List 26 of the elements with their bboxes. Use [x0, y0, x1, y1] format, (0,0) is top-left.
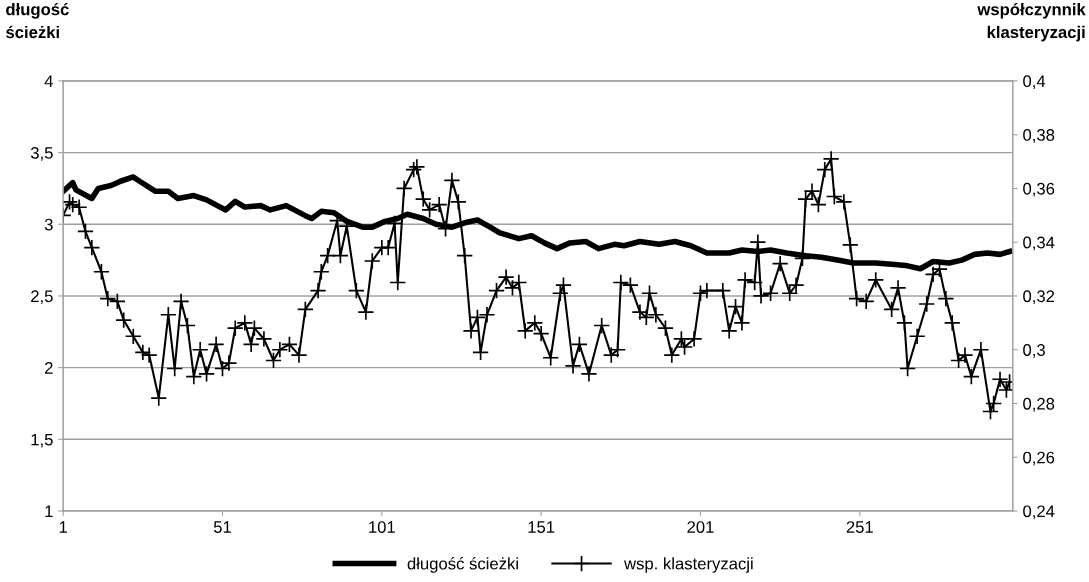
- y2-tick-label: 0,4: [1023, 75, 1046, 90]
- y2-tick-label: 0,24: [1023, 505, 1055, 520]
- y-tick-label: 3,5: [30, 146, 53, 161]
- y-tick-label: 4: [44, 75, 53, 87]
- y2-tick-label: 0,32: [1023, 290, 1055, 305]
- x-tick-label: 101: [369, 521, 395, 533]
- y-axis-title: długość ścieżki: [6, 2, 69, 39]
- y-tick-label: 2,5: [31, 290, 53, 305]
- y2-tick-label: 0,38: [1023, 129, 1055, 143]
- x-tick-label: 201: [687, 521, 714, 533]
- y2-tick-label: 0,3: [1023, 344, 1045, 358]
- y-tick-label: 1: [45, 505, 53, 518]
- y2-tick-label: 0,28: [1023, 397, 1055, 412]
- y2-tick-label: 0,34: [1023, 236, 1055, 251]
- y2-axis-title: współczynnik klasteryzacji: [977, 2, 1086, 42]
- y2-tick-label: 0,36: [1023, 182, 1055, 197]
- x-tick-label: 151: [528, 521, 555, 533]
- y-tick-label: 1,5: [31, 433, 53, 448]
- legend-label: wsp. klasteryzacji: [624, 557, 753, 573]
- y-tick-label: 2: [45, 362, 53, 374]
- x-tick-label: 251: [846, 521, 873, 533]
- x-tick-label: 51: [213, 521, 231, 533]
- legend-label: długość ścieżki: [407, 557, 518, 573]
- y-tick-label: 3: [44, 218, 53, 231]
- x-tick-label: 1: [59, 521, 67, 533]
- y2-tick-label: 0,26: [1023, 451, 1055, 466]
